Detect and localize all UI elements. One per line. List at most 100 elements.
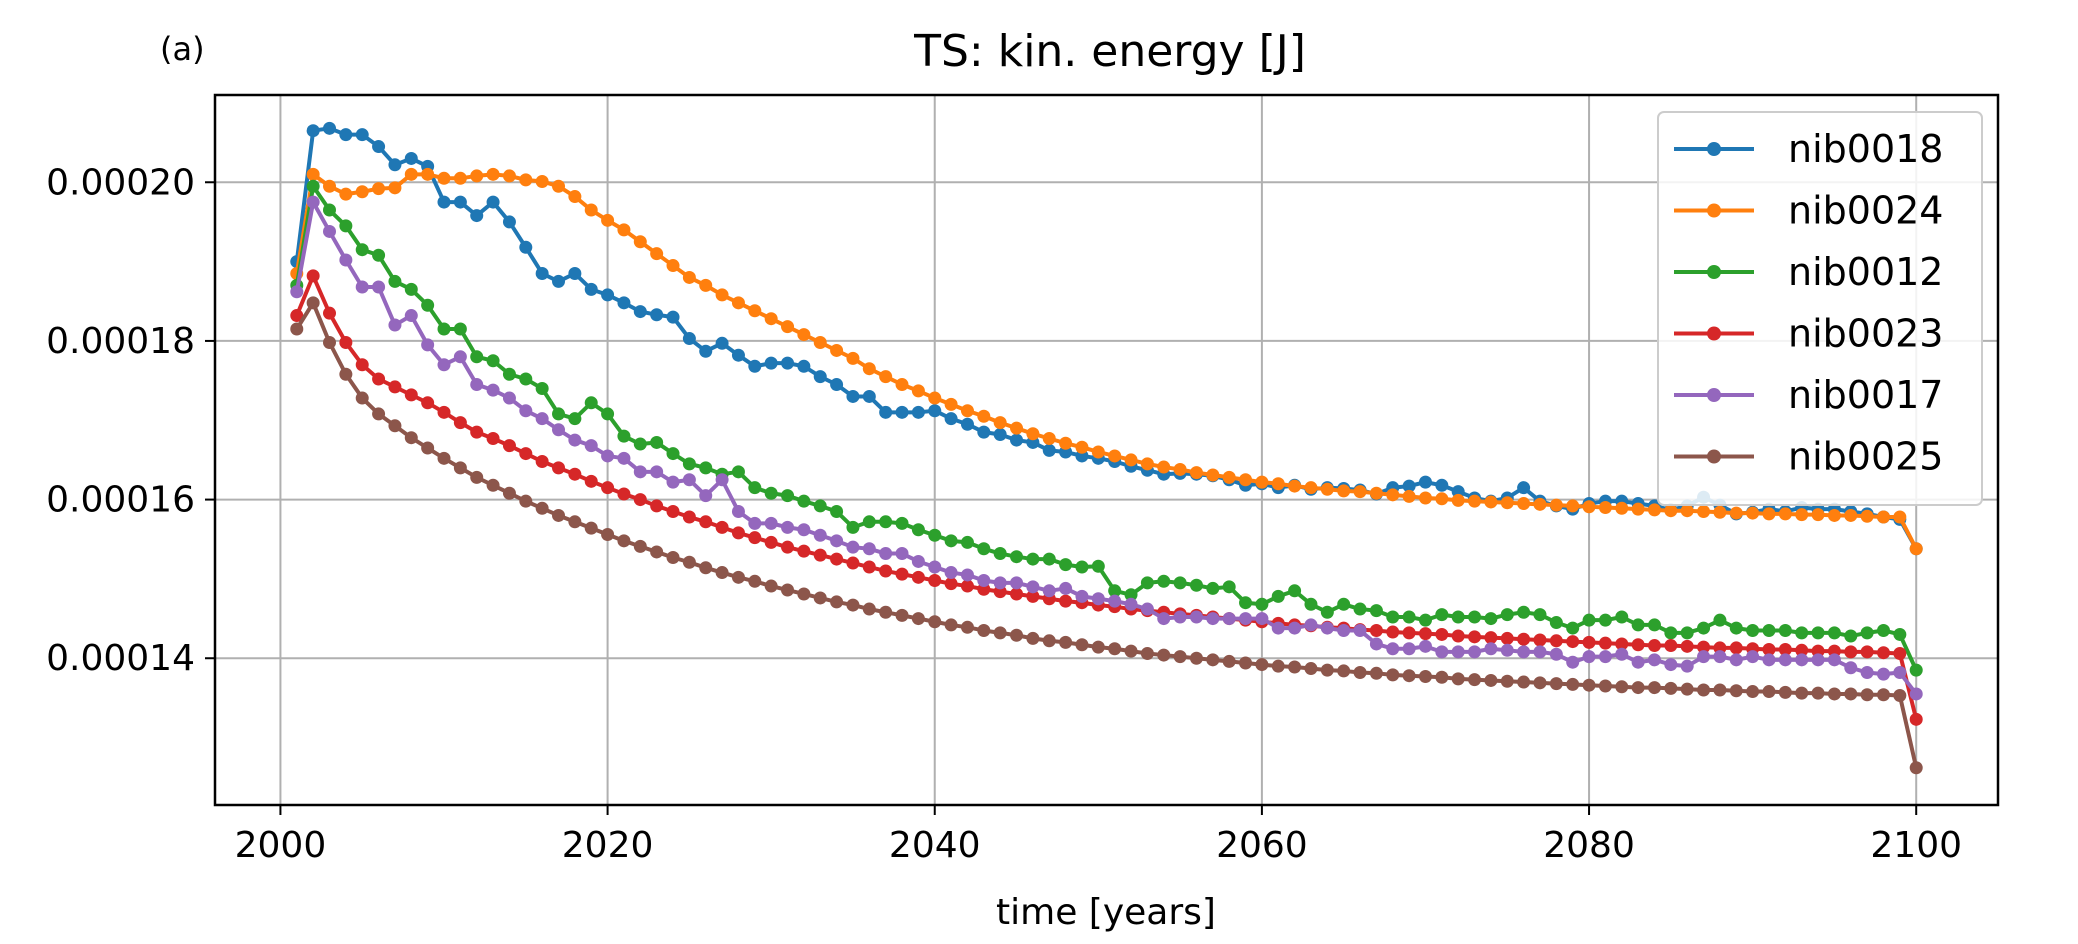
data-point-nib0018 xyxy=(470,209,483,222)
data-point-nib0018 xyxy=(977,426,990,439)
data-point-nib0025 xyxy=(765,580,778,593)
data-point-nib0017 xyxy=(1566,656,1579,669)
data-point-nib0017 xyxy=(1468,645,1481,658)
data-point-nib0025 xyxy=(1468,673,1481,686)
data-point-nib0017 xyxy=(1779,653,1792,666)
data-point-nib0025 xyxy=(1517,676,1530,689)
data-point-nib0025 xyxy=(552,509,565,522)
data-point-nib0024 xyxy=(1108,449,1121,462)
data-point-nib0018 xyxy=(568,267,581,280)
data-point-nib0025 xyxy=(1648,681,1661,694)
data-point-nib0023 xyxy=(683,511,696,524)
legend-swatch-marker xyxy=(1707,204,1721,218)
data-point-nib0017 xyxy=(1059,582,1072,595)
data-point-nib0024 xyxy=(552,180,565,193)
data-point-nib0024 xyxy=(438,172,451,185)
data-point-nib0012 xyxy=(487,354,500,367)
panel-label: (a) xyxy=(160,30,205,68)
data-point-nib0017 xyxy=(797,523,810,536)
data-point-nib0012 xyxy=(1370,604,1383,617)
legend-entry-label: nib0017 xyxy=(1788,373,1943,417)
data-point-nib0017 xyxy=(1452,645,1465,658)
data-point-nib0024 xyxy=(1304,481,1317,494)
y-tick-label: 0.00014 xyxy=(46,638,195,679)
data-point-nib0017 xyxy=(1533,645,1546,658)
data-point-nib0018 xyxy=(1010,434,1023,447)
data-point-nib0018 xyxy=(552,275,565,288)
data-point-nib0017 xyxy=(1599,650,1612,663)
legend-swatch-marker xyxy=(1707,450,1721,464)
data-point-nib0012 xyxy=(1010,550,1023,563)
data-point-nib0017 xyxy=(487,384,500,397)
data-point-nib0017 xyxy=(928,561,941,574)
data-point-nib0024 xyxy=(1337,484,1350,497)
data-point-nib0017 xyxy=(748,517,761,530)
data-point-nib0017 xyxy=(1141,603,1154,616)
data-point-nib0025 xyxy=(1075,638,1088,651)
data-point-nib0012 xyxy=(1026,553,1039,566)
data-point-nib0012 xyxy=(1043,553,1056,566)
data-point-nib0012 xyxy=(1304,598,1317,611)
data-point-nib0025 xyxy=(928,615,941,628)
data-point-nib0017 xyxy=(1583,650,1596,663)
data-point-nib0023 xyxy=(1632,638,1645,651)
data-point-nib0024 xyxy=(339,188,352,201)
data-point-nib0025 xyxy=(1713,683,1726,696)
data-point-nib0012 xyxy=(781,489,794,502)
legend-entry-label: nib0023 xyxy=(1788,312,1943,356)
data-point-nib0023 xyxy=(1844,645,1857,658)
data-point-nib0017 xyxy=(896,547,909,560)
data-point-nib0025 xyxy=(470,471,483,484)
data-point-nib0023 xyxy=(405,388,418,401)
data-point-nib0024 xyxy=(667,259,680,272)
data-point-nib0025 xyxy=(1730,684,1743,697)
data-point-nib0023 xyxy=(454,416,467,429)
data-point-nib0024 xyxy=(1223,471,1236,484)
x-tick-label: 2020 xyxy=(562,825,654,866)
data-point-nib0024 xyxy=(487,168,500,181)
data-point-nib0017 xyxy=(617,452,630,465)
data-point-nib0023 xyxy=(1664,639,1677,652)
data-point-nib0024 xyxy=(388,181,401,194)
data-point-nib0024 xyxy=(846,352,859,365)
data-point-nib0018 xyxy=(388,158,401,171)
data-point-nib0017 xyxy=(863,542,876,555)
data-point-nib0023 xyxy=(503,439,516,452)
data-point-nib0017 xyxy=(1893,666,1906,679)
legend-swatch-marker xyxy=(1707,142,1721,156)
data-point-nib0018 xyxy=(912,406,925,419)
data-point-nib0018 xyxy=(339,128,352,141)
data-point-nib0012 xyxy=(1419,614,1432,627)
data-point-nib0012 xyxy=(683,457,696,470)
data-point-nib0024 xyxy=(961,404,974,417)
data-point-nib0024 xyxy=(1599,501,1612,514)
data-point-nib0025 xyxy=(1026,632,1039,645)
data-point-nib0012 xyxy=(1092,560,1105,573)
data-point-nib0012 xyxy=(667,447,680,460)
data-point-nib0017 xyxy=(1108,595,1121,608)
data-point-nib0025 xyxy=(1550,677,1563,690)
data-point-nib0018 xyxy=(748,360,761,373)
data-point-nib0012 xyxy=(1059,558,1072,571)
data-point-nib0025 xyxy=(732,571,745,584)
data-point-nib0017 xyxy=(945,566,958,579)
data-point-nib0018 xyxy=(617,296,630,309)
data-point-nib0012 xyxy=(1550,616,1563,629)
data-point-nib0017 xyxy=(1861,666,1874,679)
data-point-nib0023 xyxy=(667,505,680,518)
data-point-nib0025 xyxy=(323,336,336,349)
data-point-nib0024 xyxy=(568,190,581,203)
data-point-nib0017 xyxy=(667,476,680,489)
data-point-nib0024 xyxy=(601,214,614,227)
data-point-nib0012 xyxy=(814,499,827,512)
data-point-nib0017 xyxy=(1844,661,1857,674)
data-point-nib0017 xyxy=(1304,618,1317,631)
data-point-nib0017 xyxy=(1239,612,1252,625)
data-point-nib0023 xyxy=(438,406,451,419)
data-point-nib0025 xyxy=(945,618,958,631)
data-point-nib0023 xyxy=(634,493,647,506)
data-point-nib0018 xyxy=(945,412,958,425)
data-point-nib0025 xyxy=(1795,687,1808,700)
data-point-nib0017 xyxy=(1877,668,1890,681)
data-point-nib0025 xyxy=(307,296,320,309)
